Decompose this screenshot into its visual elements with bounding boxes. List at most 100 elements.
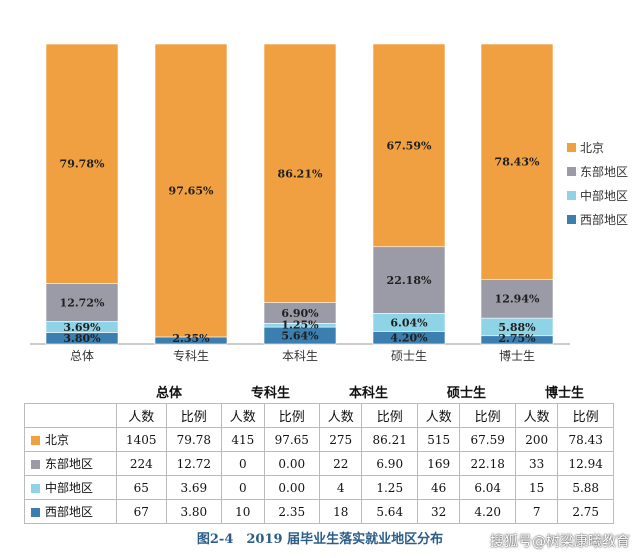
data-table: 总体 专科生 本科生 硕士生 博士生 人数 比例 人数 比例 人数 比例 人数 比例 人数 比例 北京 14… — [24, 380, 614, 524]
row-label: 中部地区 — [24, 475, 117, 500]
table-cell: 97.65 — [263, 427, 321, 452]
table-subheader: 比例 — [165, 403, 223, 428]
category-tick-label: 硕士生 — [391, 349, 427, 363]
category-tick-label: 专科生 — [173, 348, 209, 363]
table-cell: 224 — [116, 451, 167, 476]
table-cell: 7 — [514, 499, 559, 524]
table-cell: 86.21 — [361, 427, 418, 452]
table-subheader: 人数 — [514, 403, 559, 428]
table-corner — [25, 380, 117, 404]
row-swatch — [31, 508, 40, 517]
legend-swatch — [567, 215, 576, 224]
data-label: 4.20% — [390, 332, 428, 345]
legend-swatch — [567, 191, 576, 200]
legend-swatch — [567, 143, 576, 152]
table-cell: 22.18 — [459, 451, 516, 476]
data-label: 97.65% — [169, 184, 214, 197]
table-cell: 3.69 — [165, 475, 223, 500]
data-label: 78.43% — [495, 156, 540, 169]
table-cell: 0 — [221, 475, 265, 500]
row-label-text: 东部地区 — [45, 457, 94, 471]
table-cell: 6.04 — [459, 475, 516, 500]
table-group-header: 博士生 — [544, 386, 584, 401]
category-tick-label: 博士生 — [499, 348, 535, 363]
row-label: 北京 — [24, 427, 117, 452]
data-label: 1.25% — [281, 319, 319, 332]
table-cell: 3.80 — [165, 499, 223, 524]
bar-segment — [372, 246, 446, 314]
table-body: 北京 1405 79.78 415 97.65 275 86.21 515 67.59 200 78… — [24, 427, 614, 524]
data-label: 5.64% — [281, 330, 319, 343]
table-subheader: 人数 — [221, 403, 265, 428]
data-label: 67.59% — [387, 139, 432, 152]
bar-segment — [263, 43, 337, 303]
bar-segment — [480, 43, 554, 280]
table-cell: 6.90 — [361, 451, 418, 476]
table-cell: 5.88 — [557, 475, 614, 500]
table-cell: 0 — [221, 451, 265, 476]
row-swatch — [31, 460, 40, 469]
table-subheader: 人数 — [416, 403, 461, 428]
legend-swatch — [567, 167, 576, 176]
legend-label: 东部地区 — [580, 164, 628, 179]
table-subheader: 比例 — [361, 403, 418, 428]
table-cell: 2.35 — [263, 499, 321, 524]
bar-segment — [45, 283, 119, 322]
category-tick-label: 本科生 — [282, 349, 318, 363]
table-cell: 4 — [319, 475, 363, 500]
data-label: 6.90% — [281, 307, 319, 320]
table-cell: 46 — [416, 475, 461, 500]
stacked-bar-chart: 3.80%3.69% 12.72% 79.78% 总体 2.35% 97.65% 专科生 5.… — [30, 43, 628, 363]
table-cell: 4.20 — [459, 499, 516, 524]
data-label: 12.94% — [495, 293, 540, 306]
table-row: 东部地区 224 12.72 0 0.00 22 6.90 169 22.18 33 12.94 — [24, 451, 614, 476]
legend-label: 西部地区 — [580, 212, 628, 227]
table-subheader: 比例 — [557, 403, 614, 428]
table-cell: 67 — [116, 499, 167, 524]
row-label-text: 北京 — [45, 433, 70, 447]
row-label-text: 西部地区 — [45, 505, 94, 519]
table-cell: 515 — [416, 427, 461, 452]
table-corner — [24, 403, 117, 428]
table-row: 北京 1405 79.78 415 97.65 275 86.21 515 67.59 200 78… — [24, 427, 614, 452]
table-row: 中部地区 65 3.69 0 0.00 4 1.25 46 6.04 15 5.88 — [24, 475, 614, 500]
watermark: 搜狐号@树梁康曦教育 — [490, 534, 630, 550]
bar-segment — [480, 278, 554, 319]
table-cell: 169 — [416, 451, 461, 476]
table-subheader-row: 人数 比例 人数 比例 人数 比例 人数 比例 人数 比例 — [24, 403, 614, 428]
data-label: 3.80% — [63, 332, 101, 345]
table-cell: 1405 — [116, 427, 167, 452]
table-group-header-row: 总体 专科生 本科生 硕士生 博士生 — [25, 380, 614, 404]
table-cell: 0.00 — [263, 475, 321, 500]
table-cell: 32 — [416, 499, 461, 524]
table-subheader: 比例 — [263, 403, 321, 428]
table-group-header: 总体 — [156, 386, 183, 401]
data-label: 6.04% — [390, 316, 428, 329]
table-group-header: 本科生 — [349, 386, 389, 401]
legend-label: 北京 — [580, 141, 604, 155]
data-label: 3.69% — [63, 321, 101, 334]
table-cell: 12.94 — [557, 451, 614, 476]
table-subheader: 人数 — [116, 403, 167, 428]
row-swatch — [31, 484, 40, 493]
row-label: 东部地区 — [24, 451, 117, 476]
bar-segment — [372, 43, 446, 248]
table-group-header: 专科生 — [251, 386, 291, 401]
data-label: 22.18% — [387, 274, 432, 287]
data-label: 79.78% — [60, 158, 105, 171]
category-tick-label: 总体 — [70, 349, 94, 363]
table-cell: 67.59 — [459, 427, 516, 452]
table-subheader: 人数 — [319, 403, 363, 428]
table-cell: 200 — [514, 427, 559, 452]
table-row: 西部地区 67 3.80 10 2.35 18 5.64 32 4.20 7 2.75 — [24, 499, 614, 524]
table-cell: 10 — [221, 499, 265, 524]
bar-segment — [45, 43, 119, 284]
table-cell: 15 — [514, 475, 559, 500]
table-cell: 2.75 — [557, 499, 614, 524]
table-cell: 0.00 — [263, 451, 321, 476]
data-label: 86.21% — [278, 167, 323, 180]
table-cell: 18 — [319, 499, 363, 524]
table-cell: 12.72 — [165, 451, 223, 476]
bar-segment — [154, 43, 228, 338]
table-cell: 65 — [116, 475, 167, 500]
